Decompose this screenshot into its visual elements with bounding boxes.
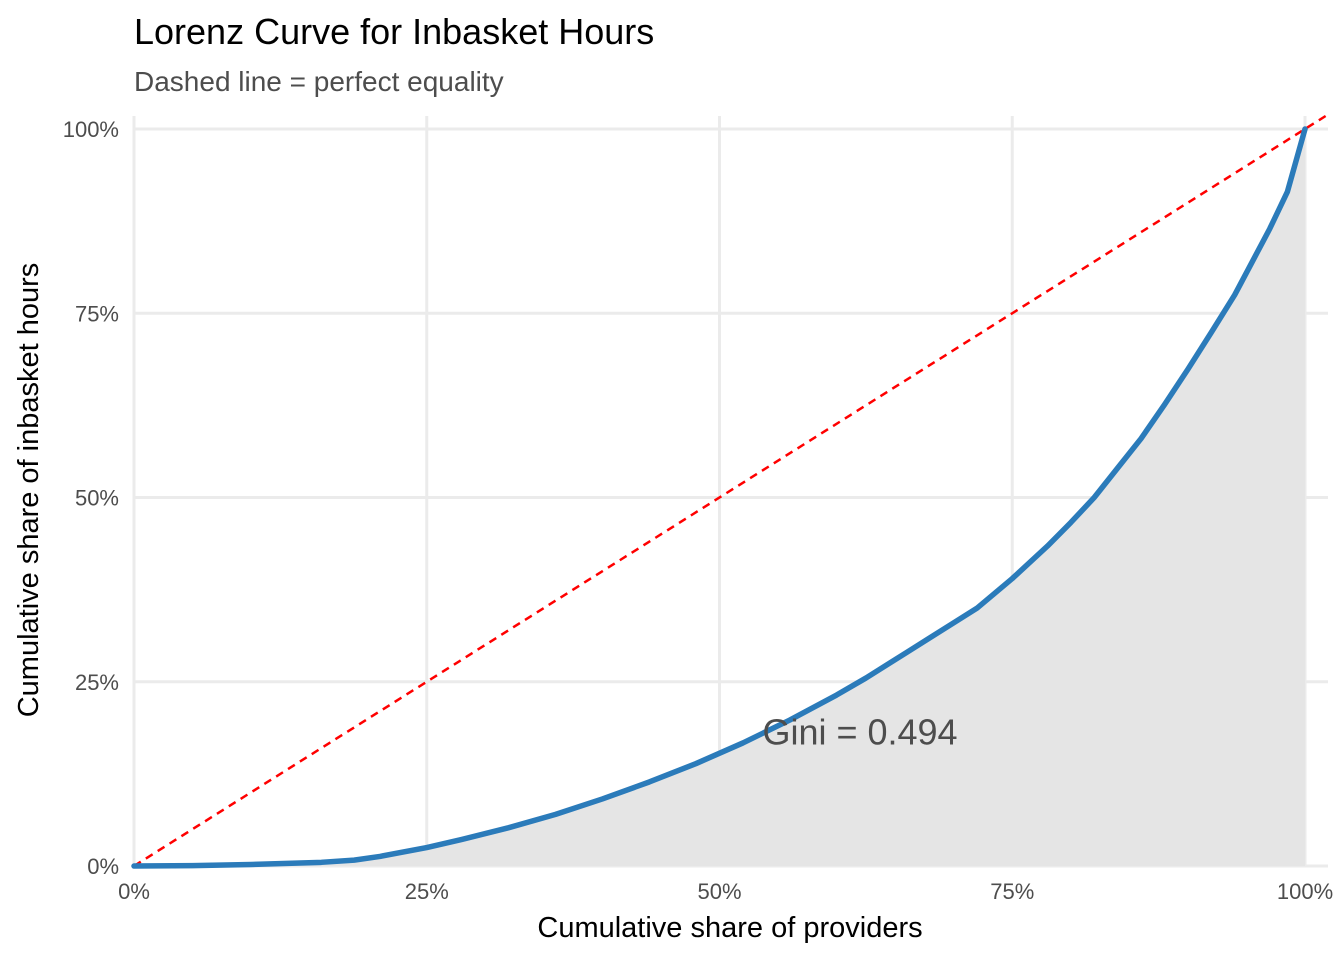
x-axis-title: Cumulative share of providers bbox=[537, 912, 922, 944]
y-tick-label: 100% bbox=[63, 117, 119, 142]
y-tick-label: 0% bbox=[87, 854, 119, 879]
y-axis-ticks: 0% 25% 50% 75% 100% bbox=[63, 117, 119, 879]
equality-line bbox=[133, 113, 1329, 868]
x-tick-label: 75% bbox=[990, 879, 1034, 904]
chart-title: Lorenz Curve for Inbasket Hours bbox=[134, 11, 654, 52]
lorenz-curve-line bbox=[131, 126, 1308, 869]
area-under-curve bbox=[134, 129, 1305, 866]
y-axis-title: Cumulative share of inbasket hours bbox=[13, 263, 45, 718]
annotations: Gini = 0.494 bbox=[762, 711, 957, 752]
y-tick-label: 75% bbox=[75, 301, 119, 326]
x-tick-label: 100% bbox=[1277, 879, 1333, 904]
x-tick-label: 0% bbox=[118, 879, 150, 904]
x-tick-label: 50% bbox=[697, 879, 741, 904]
gini-annotation: Gini = 0.494 bbox=[762, 711, 957, 752]
x-axis-ticks: 0% 25% 50% 75% 100% bbox=[118, 879, 1333, 904]
y-tick-label: 50% bbox=[75, 486, 119, 511]
x-tick-label: 25% bbox=[405, 879, 449, 904]
series-lines bbox=[131, 113, 1329, 869]
lorenz-area bbox=[134, 129, 1305, 866]
chart-subtitle: Dashed line = perfect equality bbox=[134, 66, 504, 97]
y-tick-label: 25% bbox=[75, 670, 119, 695]
